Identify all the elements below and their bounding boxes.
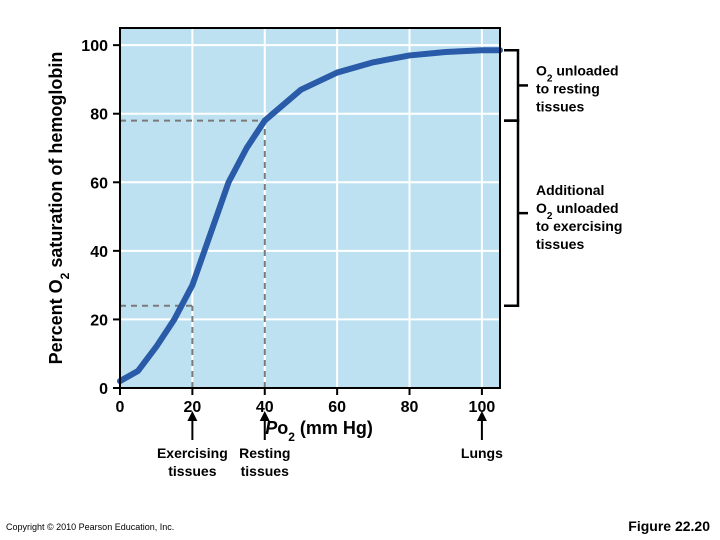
bracket-label-exercising: Additional [536,182,604,198]
svg-text:60: 60 [90,175,108,192]
bracket-label-exercising: to exercising [536,218,622,234]
label-exercising-tissues: Exercising [157,445,228,461]
bracket-label-resting: to resting [536,80,600,96]
svg-text:Percent O2 saturation of hemog: Percent O2 saturation of hemoglobin [46,52,72,365]
svg-text:80: 80 [90,107,108,124]
label-resting-tissues: Resting [239,445,290,461]
figure-number: Figure 22.20 [628,518,710,534]
label-lungs: Lungs [461,445,503,461]
svg-text:Po2 (mm Hg): Po2 (mm Hg) [265,418,373,444]
label-exercising-tissues: tissues [168,463,216,479]
svg-text:0: 0 [116,399,125,416]
bracket-label-resting: tissues [536,98,584,114]
svg-text:0: 0 [99,381,108,398]
copyright-text: Copyright © 2010 Pearson Education, Inc. [6,522,174,532]
svg-text:60: 60 [328,399,346,416]
svg-text:100: 100 [81,38,108,55]
stage: 020406080100020406080100Po2 (mm Hg)Perce… [0,0,720,540]
svg-text:80: 80 [401,399,419,416]
dissociation-curve-chart: 020406080100020406080100Po2 (mm Hg)Perce… [0,0,720,540]
svg-text:20: 20 [90,312,108,329]
bracket-label-exercising: tissues [536,236,584,252]
svg-text:40: 40 [90,244,108,261]
label-resting-tissues: tissues [241,463,289,479]
